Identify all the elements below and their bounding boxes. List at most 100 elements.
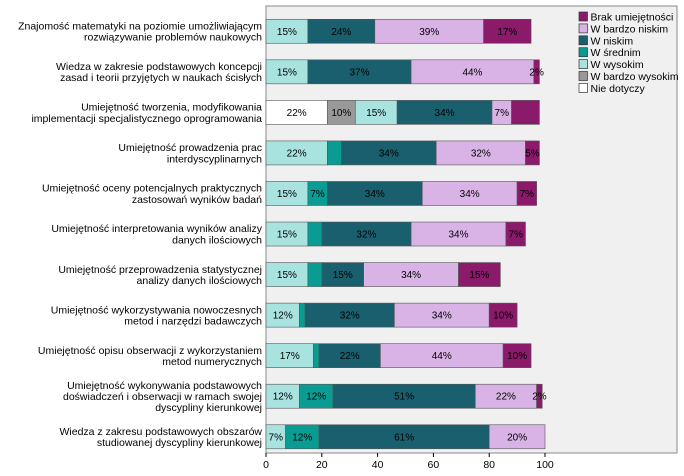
x-tick-label: 100 [536,459,554,471]
data-label: 15% [277,67,297,78]
bar-segment [341,140,437,166]
bar-segment [307,59,412,85]
bar-segment [327,140,342,166]
category-label: Wiedza z zakresu podstawowych obszarów st… [59,426,262,449]
category-label: Umiejętność wykorzystywania nowoczesnych… [51,304,262,327]
category-label-line: doświadczeń i obserwacji w ramach swojej [63,391,262,403]
data-label: 24% [331,27,351,38]
category-label-line: Umiejętność tworzenia, modyfikowania [81,102,262,114]
data-label: 15% [277,27,297,38]
legend-swatch [578,47,588,58]
bar-segment [354,100,398,125]
bar-segment [511,100,540,125]
bar-segment [458,262,501,287]
bar-segment [533,59,540,85]
data-label: 7% [269,432,284,443]
data-label: 12% [273,392,293,403]
bar-segment [299,383,334,409]
legend-label: W bardzo niskim [591,23,669,35]
bar-segment [394,302,490,328]
data-label: 39% [419,27,439,38]
legend-swatch [578,83,588,93]
data-label: 10% [493,311,513,322]
bar-segment [516,181,537,206]
bar-segment [265,181,309,206]
bar-segment [380,343,504,368]
category-label-line: interdyscyplinarnych [167,153,262,165]
category-label: Umiejętność prowadzenia prac interdyscypl… [118,142,262,165]
category-label: Znajomość matematyki na poziomie umożliw… [18,20,262,43]
data-label: 15% [277,189,297,200]
x-tick-label: 0 [263,459,269,471]
bar-segment [396,100,493,125]
legend-label: W niskim [591,35,634,47]
bar-segment [505,221,526,247]
bar-segment [265,262,309,287]
legend-label: W wysokim [591,59,644,71]
category-label-line: Umiejętność prowadzenia prac [118,142,262,154]
legend-swatch [578,35,588,46]
legend-swatch [578,11,588,22]
bar-segment [299,302,306,328]
bar-segment [488,302,518,328]
data-label: 7% [508,230,523,241]
data-label: 34% [365,189,385,200]
category-label: Umiejętność opisu obserwacji z wykorzyst… [38,345,262,368]
bar-segment [265,302,300,328]
data-label: 7% [310,189,325,200]
category-label-line: Znajomość matematyki na poziomie umożliw… [18,20,262,32]
category-label-line: dyscypliny kierunkowej [155,402,262,414]
bar-segment [318,343,381,368]
category-label: Umiejętność wykonywania podstawowych dośw… [63,380,262,414]
x-tick-label: 60 [428,459,440,471]
category-label-line: studiowanej dyscypliny kierunkowej [97,437,262,449]
category-label-line: rozwiązywanie problemów naukowych [84,32,262,44]
data-label: 22% [340,351,360,362]
category-label-line: zasad i teorii przyjętych w naukach ścis… [60,72,262,84]
category-label-line: Wiedza z zakresu podstawowych obszarów [59,426,262,438]
bar-segment [265,343,314,368]
category-label-line: Umiejętność wykonywania podstawowych [67,380,262,392]
bar-segment [318,424,490,450]
bar-segment [536,383,543,409]
data-label: 2% [532,392,547,403]
bar-segment [307,221,323,247]
data-label: 7% [520,189,535,200]
category-label-line: analizy danych ilościowych [137,275,263,287]
data-label: 15% [469,270,489,281]
category-label-line: Umiejętność oceny potencjalnych praktycz… [42,183,262,195]
data-label: 34% [460,189,480,200]
category-label-line: metod numerycznych [162,356,262,368]
category-label-line: implementacji specjalistycznego oprogram… [31,113,262,125]
category-label-line: Umiejętność opisu obserwacji z wykorzyst… [38,345,262,357]
data-label: 12% [292,432,312,443]
data-label: 32% [471,148,491,159]
bar-segment [363,262,459,287]
bar-segment [488,424,546,450]
data-label: 37% [349,67,369,78]
data-label: 10% [507,351,527,362]
bar-segment [421,181,518,206]
data-label: 15% [277,270,297,281]
category-label: Umiejętność interpretowania wyników anal… [51,223,262,246]
x-tick-label: 20 [316,459,328,471]
data-label: 12% [273,311,293,322]
data-label: 34% [379,148,399,159]
category-label: Umiejętność tworzenia, modyfikowania impl… [31,102,262,125]
data-label: 44% [432,351,452,362]
bar-segment [285,424,320,450]
bar-segment [313,343,320,368]
bar-segment [374,18,484,44]
bar-segment [321,262,364,287]
category-label-line: Umiejętność przeprowadzenia statystyczne… [58,264,262,276]
data-label: 34% [432,311,452,322]
bar-segment [327,181,423,206]
data-label: 32% [340,311,360,322]
category-label-line: Umiejętność wykorzystywania nowoczesnych [51,304,262,316]
legend-swatch [578,23,588,34]
category-label-line: danych ilościowych [172,234,262,246]
bar-segment [435,140,526,166]
data-label: 61% [394,432,414,443]
bar-segment [265,221,309,247]
